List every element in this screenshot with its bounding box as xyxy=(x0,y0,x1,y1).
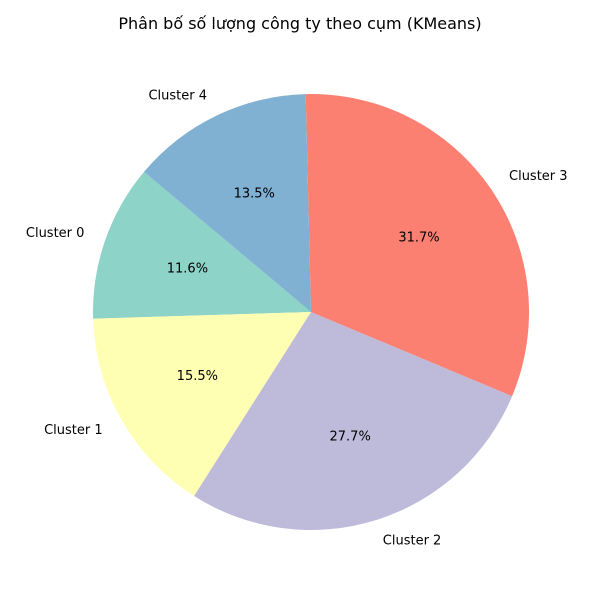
slice-percent-cluster-2: 27.7% xyxy=(330,429,371,444)
slice-label-cluster-3: Cluster 3 xyxy=(509,169,568,184)
slice-percent-cluster-3: 31.7% xyxy=(398,231,439,246)
slice-percent-cluster-1: 15.5% xyxy=(177,369,218,384)
slice-label-cluster-1: Cluster 1 xyxy=(44,423,103,438)
slice-label-cluster-2: Cluster 2 xyxy=(383,533,442,548)
slice-percent-cluster-4: 13.5% xyxy=(234,187,275,202)
slice-label-cluster-4: Cluster 4 xyxy=(148,88,207,103)
pie-slice-cluster-2 xyxy=(194,312,513,530)
pie-slice-cluster-1 xyxy=(93,312,311,496)
pie-slice-cluster-0 xyxy=(93,171,311,319)
slice-label-cluster-0: Cluster 0 xyxy=(26,226,85,241)
chart-title: Phân bố số lượng công ty theo cụm (KMean… xyxy=(118,14,482,33)
slice-percent-cluster-0: 11.6% xyxy=(167,262,208,277)
pie-slice-cluster-3 xyxy=(305,94,529,397)
pie-slice-cluster-4 xyxy=(144,94,311,312)
